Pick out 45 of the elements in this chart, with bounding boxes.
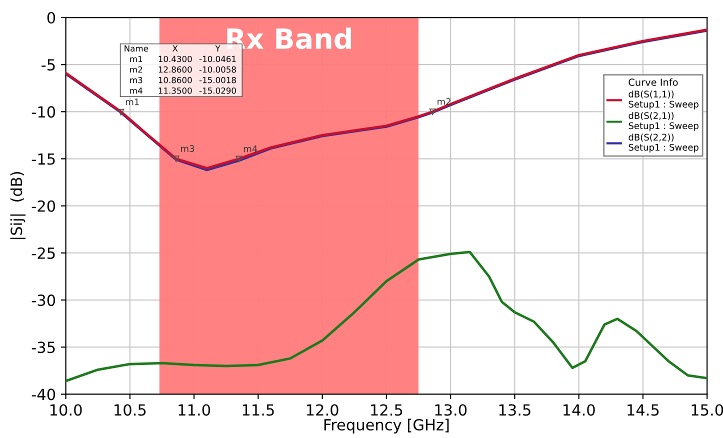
x-tick-label: 12.5 <box>371 404 402 416</box>
annotation: 11.3500 <box>158 87 192 94</box>
annotation: m4 <box>244 146 258 152</box>
annotation: -10.0058 <box>199 66 236 73</box>
annotation: m1 <box>130 56 142 62</box>
annotation: X <box>172 45 178 52</box>
annotation: -15.0290 <box>199 87 236 94</box>
x-tick-label: 10.0 <box>50 404 82 416</box>
x-tick-label: 11.5 <box>242 404 274 416</box>
y-tick-label: -10 <box>32 106 56 118</box>
x-tick-label: 13.0 <box>435 404 467 416</box>
y-tick-label: -20 <box>32 200 56 212</box>
line-series <box>66 250 708 382</box>
annotation: m3 <box>181 145 194 152</box>
annotation: -15.0018 <box>199 76 236 84</box>
x-tick-label: 13.5 <box>499 404 530 416</box>
annotation: 10.8600 <box>158 76 192 84</box>
x-tick-label: 12.0 <box>306 404 338 416</box>
annotation: Y <box>215 45 220 52</box>
band-label: Rx Band <box>227 28 351 50</box>
annotation: m2 <box>438 98 450 105</box>
annotation: -10.0461 <box>199 56 236 62</box>
annotation: m2 <box>130 66 142 73</box>
annotation: m3 <box>130 76 142 84</box>
y-axis-title: |Sij| (dB) <box>10 172 26 240</box>
x-tick-label: 14.0 <box>564 404 595 416</box>
annotation: m1 <box>126 98 139 106</box>
legend-title: Curve Info <box>628 78 678 86</box>
x-axis-title: Frequency [GHz] <box>324 418 449 434</box>
y-tick-label: -30 <box>32 294 56 306</box>
x-tick-label: 11.0 <box>178 404 210 416</box>
annotation: 12.8600 <box>158 66 192 73</box>
y-tick-label: -15 <box>32 153 55 165</box>
x-tick-label: 14.5 <box>628 404 659 416</box>
y-tick-label: -5 <box>42 59 55 71</box>
y-tick-label: -35 <box>32 342 55 354</box>
x-tick-label: 15.0 <box>692 404 723 416</box>
annotation: 10.4300 <box>158 56 192 62</box>
y-tick-label: -25 <box>32 247 55 259</box>
legend-label: dB(S(2,2)) Setup1 : Sweep <box>628 134 698 152</box>
annotation: Name <box>124 45 148 52</box>
x-tick-label: 10.5 <box>114 404 146 416</box>
y-tick-label: 0 <box>47 12 56 24</box>
annotation: m4 <box>130 88 142 94</box>
y-tick-label: -40 <box>32 388 56 400</box>
